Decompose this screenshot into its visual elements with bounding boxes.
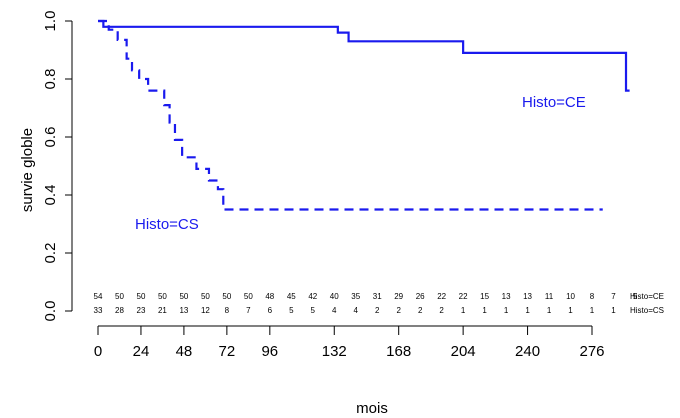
x-axis-title: mois (356, 400, 388, 417)
x-tick-label: 240 (515, 343, 540, 360)
risk-count: 54 (94, 292, 103, 301)
risk-count: 50 (158, 292, 167, 301)
risk-count: 28 (115, 306, 124, 315)
risk-count: 1 (590, 306, 595, 315)
curve-label-histo-ce: Histo=CE (522, 94, 586, 111)
risk-count: 1 (547, 306, 552, 315)
y-axis-title: survie globle (19, 128, 36, 212)
risk-count: 50 (179, 292, 188, 301)
risk-count: 2 (375, 306, 380, 315)
risk-count: 50 (115, 292, 124, 301)
risk-count: 7 (611, 292, 616, 301)
risk-count: 1 (568, 306, 573, 315)
risk-count: 12 (201, 306, 210, 315)
survival-curve-histo-cs (98, 19, 603, 211)
x-tick-label: 96 (261, 343, 278, 360)
risk-count: 4 (332, 306, 337, 315)
risk-count: 1 (525, 306, 530, 315)
risk-count: 2 (439, 306, 444, 315)
risk-count: 1 (461, 306, 466, 315)
axes: 0.00.20.40.60.81.00 24 48 72 96 132 168 204 240 2… (42, 11, 605, 360)
risk-count: 50 (137, 292, 146, 301)
y-tick-label: 0.0 (42, 301, 59, 322)
risk-count: 7 (246, 306, 251, 315)
risk-count: 15 (480, 292, 489, 301)
risk-count: 5 (311, 306, 316, 315)
survival-curve-histo-ce (98, 19, 630, 92)
risk-row-label: Histo=CE (630, 292, 664, 301)
risk-count: 4 (354, 306, 359, 315)
risk-count: 42 (308, 292, 317, 301)
y-tick-label: 0.8 (42, 69, 59, 90)
risk-count: 8 (590, 292, 595, 301)
risk-count: 50 (244, 292, 253, 301)
y-tick-label: 1.0 (42, 11, 59, 32)
risk-count: 10 (566, 292, 575, 301)
risk-row-label: Histo=CS (630, 306, 664, 315)
x-tick-label: 24 (133, 343, 150, 360)
x-tick-label: 72 (219, 343, 236, 360)
risk-count: 40 (330, 292, 339, 301)
curve-label-histo-cs: Histo=CS (135, 216, 199, 233)
risk-count: 5 (289, 306, 294, 315)
y-tick-label: 0.2 (42, 243, 59, 264)
risk-count: 26 (416, 292, 425, 301)
risk-count: 13 (502, 292, 511, 301)
risk-table: 54 50 50 50 50 50 50 50 48 45 42 40 35 31 29 26 22 22 15 13… (94, 292, 664, 315)
risk-count: 50 (222, 292, 231, 301)
risk-count: 13 (179, 306, 188, 315)
risk-count: 2 (396, 306, 401, 315)
risk-count: 31 (373, 292, 382, 301)
risk-count: 11 (545, 292, 554, 301)
x-tick-label: 168 (386, 343, 411, 360)
risk-count: 22 (459, 292, 468, 301)
curves (98, 19, 630, 211)
risk-count: 35 (351, 292, 360, 301)
risk-count: 8 (225, 306, 230, 315)
risk-count: 6 (268, 306, 273, 315)
risk-count: 33 (94, 306, 103, 315)
risk-count: 1 (482, 306, 487, 315)
risk-count: 13 (523, 292, 532, 301)
risk-count: 5 (633, 292, 638, 301)
risk-count: 29 (394, 292, 403, 301)
x-tick-label: 276 (579, 343, 604, 360)
x-tick-label: 132 (322, 343, 347, 360)
x-tick-label: 0 (94, 343, 102, 360)
y-tick-label: 0.6 (42, 127, 59, 148)
risk-count: 21 (158, 306, 167, 315)
risk-count: 23 (137, 306, 146, 315)
risk-count: 1 (611, 306, 616, 315)
y-tick-label: 0.4 (42, 185, 59, 206)
risk-count: 48 (265, 292, 274, 301)
risk-count: 45 (287, 292, 296, 301)
x-tick-label: 204 (451, 343, 476, 360)
risk-count: 50 (201, 292, 210, 301)
risk-count: 1 (504, 306, 509, 315)
risk-count: 2 (418, 306, 423, 315)
x-tick-label: 48 (176, 343, 193, 360)
curve-labels: Histo=CE Histo=CS (135, 94, 586, 233)
risk-count: 22 (437, 292, 446, 301)
